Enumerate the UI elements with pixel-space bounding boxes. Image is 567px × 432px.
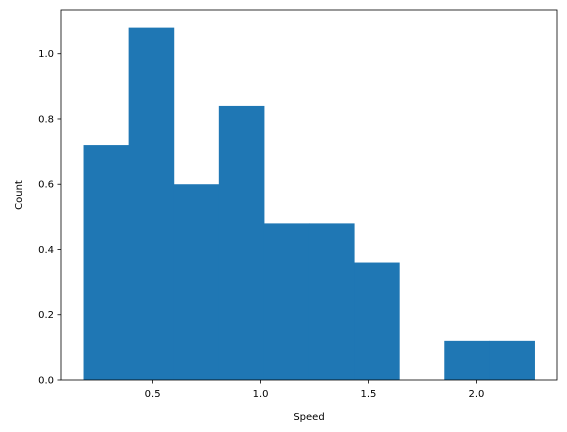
y-tick-label: 1.0 xyxy=(38,49,54,60)
y-axis-label: Count xyxy=(14,180,25,210)
histogram-bar xyxy=(128,27,175,380)
x-tick-label: 1.5 xyxy=(361,389,377,400)
x-tick-label: 1.0 xyxy=(253,389,269,400)
x-tick-label: 2.0 xyxy=(468,389,484,400)
histogram-bar xyxy=(173,184,220,380)
bars-group xyxy=(83,27,535,380)
histogram-bar xyxy=(308,223,355,380)
y-tick-label: 0.2 xyxy=(38,310,54,321)
y-axis-ticks: 0.0 0.2 0.4 0.6 0.8 1.0 xyxy=(38,49,61,387)
y-tick-label: 0.0 xyxy=(38,376,54,387)
histogram-bar xyxy=(444,340,490,380)
x-tick-label: 0.5 xyxy=(145,389,161,400)
y-tick-label: 0.4 xyxy=(38,245,54,256)
y-tick-label: 0.6 xyxy=(38,180,54,191)
plot-frame xyxy=(60,9,558,381)
histogram-bar xyxy=(83,145,130,380)
histogram-bar xyxy=(263,223,310,380)
histogram-bar xyxy=(354,262,400,380)
x-axis-label: Speed xyxy=(293,412,324,423)
y-tick-label: 0.8 xyxy=(38,114,54,125)
histogram-bar xyxy=(218,105,265,380)
histogram-bar xyxy=(489,340,535,380)
x-axis-ticks: 0.5 1.0 1.5 2.0 xyxy=(145,380,484,400)
